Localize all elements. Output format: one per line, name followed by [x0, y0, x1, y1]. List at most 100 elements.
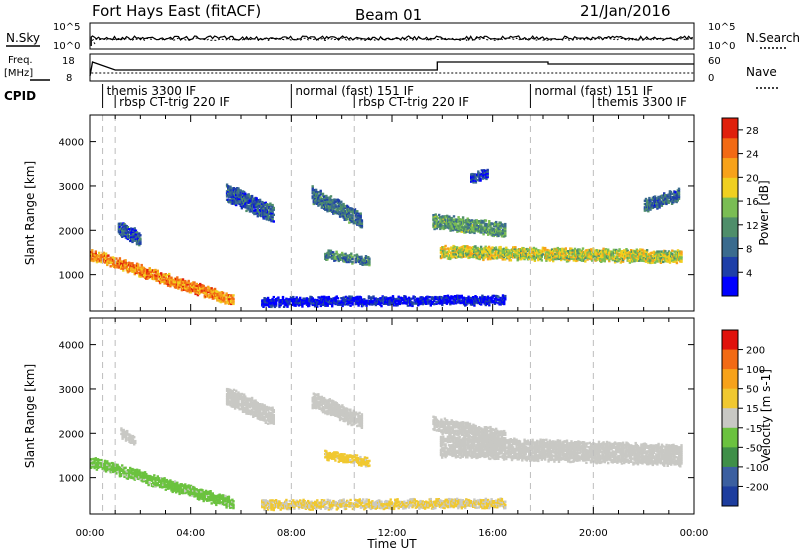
radar-cell [311, 196, 314, 200]
radar-cell [504, 294, 507, 298]
radar-cell [645, 249, 649, 252]
radar-cell [454, 253, 458, 256]
radar-cell [649, 208, 652, 211]
radar-cell [328, 204, 331, 208]
radar-cell [156, 271, 159, 274]
radar-cell [218, 500, 221, 503]
radar-cell [225, 506, 228, 509]
radar-cell [354, 260, 357, 264]
radar-cell [324, 252, 327, 256]
radar-cell [258, 205, 262, 208]
radar-cell [460, 230, 464, 233]
radar-cell [545, 259, 548, 262]
radar-cell [453, 226, 457, 230]
radar-cell [363, 258, 367, 261]
radar-cell [594, 251, 597, 254]
radar-cell [156, 269, 159, 272]
radar-cell [561, 247, 564, 250]
radar-cell [460, 249, 463, 252]
radar-cell [460, 445, 463, 449]
radar-cell [449, 257, 452, 261]
radar-cell [453, 436, 456, 439]
radar-cell [607, 250, 610, 253]
radar-cell [156, 475, 159, 478]
radar-cell [351, 255, 354, 259]
radar-cell [485, 246, 488, 250]
radar-cell [126, 237, 130, 241]
radar-cell [250, 194, 254, 198]
radar-cell [281, 297, 285, 300]
radar-cell [223, 294, 226, 297]
radar-cell [410, 297, 413, 300]
radar-cell [482, 255, 485, 258]
radar-cell [486, 174, 489, 177]
radar-cell [173, 280, 177, 284]
radar-cell [486, 170, 489, 173]
radar-cell [504, 296, 507, 299]
radar-cell [461, 228, 465, 231]
radar-cell [126, 474, 130, 477]
radar-cell [444, 244, 447, 248]
radar-cell [444, 445, 447, 448]
radar-cell [499, 226, 502, 229]
radar-cell [173, 282, 177, 285]
radar-cell [272, 208, 275, 211]
radar-cell [272, 213, 275, 216]
radar-cell [645, 199, 649, 202]
radar-cell [453, 449, 456, 452]
radar-cell [129, 466, 132, 470]
radar-cell [439, 297, 443, 300]
radar-cell [310, 299, 313, 302]
radar-cell [225, 502, 228, 506]
radar-cell [274, 304, 278, 307]
radar-cell [236, 202, 239, 205]
radar-cell [115, 465, 118, 468]
radar-cell [540, 255, 543, 259]
radar-cell [322, 195, 326, 199]
radar-cell [346, 210, 350, 214]
radar-cell [194, 493, 197, 496]
radar-cell [194, 491, 197, 494]
radar-cell [482, 221, 485, 224]
radar-cell [240, 203, 244, 206]
radar-cell [327, 255, 330, 259]
radar-cell [662, 257, 665, 260]
radar-cell [521, 255, 524, 258]
radar-cell [165, 478, 169, 482]
radar-cell [319, 193, 322, 196]
radar-cell [271, 217, 274, 220]
radar-cell [118, 258, 122, 262]
radar-cell [154, 485, 157, 488]
radar-cell [460, 454, 463, 458]
radar-cell [655, 202, 658, 205]
radar-cell [498, 223, 501, 226]
radar-cell [174, 284, 178, 288]
radar-cell [257, 202, 261, 205]
radar-cell [142, 266, 146, 270]
radar-cell [255, 197, 258, 200]
radar-cell [450, 216, 453, 220]
radar-cell [218, 493, 221, 496]
radar-cell [163, 275, 166, 278]
radar-cell [102, 251, 105, 255]
radar-cell [126, 469, 130, 472]
radar-cell [359, 217, 362, 220]
radar-cell [494, 246, 498, 249]
radar-cell [136, 240, 140, 244]
radar-cell [482, 174, 486, 177]
radar-cell [467, 300, 470, 303]
radar-cell [677, 189, 681, 192]
radar-cell [470, 176, 473, 180]
radar-cell [213, 496, 217, 499]
radar-cell [359, 296, 363, 299]
radar-cell [427, 302, 430, 305]
radar-cell [287, 299, 290, 303]
radar-cell [662, 260, 665, 264]
radar-cell [360, 226, 364, 229]
radar-cell [125, 471, 128, 475]
radar-cell [336, 297, 340, 300]
radar-cell [115, 468, 118, 472]
radar-cell [309, 300, 312, 303]
radar-cell [482, 233, 485, 236]
radar-cell [466, 450, 469, 454]
